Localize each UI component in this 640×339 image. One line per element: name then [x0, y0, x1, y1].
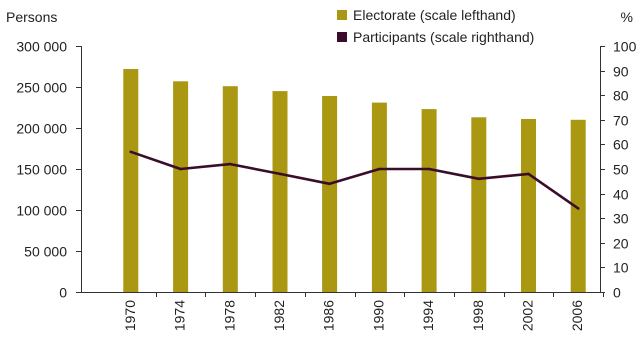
point-participants: [229, 162, 232, 166]
x-axis-tick-label: 1974: [172, 300, 188, 331]
right-axis: 0 10 20 30 40 50 60 70 80 90 100: [600, 39, 637, 301]
left-axis-tick-label: 250 000: [16, 80, 67, 96]
bar-electorate: [322, 96, 338, 292]
participants-line-layer: [129, 150, 580, 210]
x-axis-tick-label: 1982: [271, 300, 287, 331]
right-axis-tick-label: 40: [613, 187, 629, 203]
right-axis-tick-label: 70: [613, 113, 629, 129]
legend: Electorate (scale lefthand) Participants…: [337, 7, 534, 45]
point-participants: [378, 167, 381, 171]
legend-swatch-participants: [337, 32, 347, 42]
bar-electorate: [471, 117, 487, 292]
x-axis-tick-label: 1994: [420, 300, 436, 331]
left-axis: 0 50 000 100 000 150 000 200 000 250 000 300 0…: [16, 39, 82, 301]
right-axis-tick-label: 60: [613, 137, 629, 153]
left-axis-label: Persons: [6, 9, 57, 25]
x-axis-tick-label: 1970: [122, 300, 138, 331]
legend-label-participants: Participants (scale righthand): [353, 29, 534, 45]
right-axis-tick-label: 20: [613, 236, 629, 252]
point-participants: [477, 177, 481, 181]
bar-electorate: [123, 69, 139, 292]
bar-electorate: [222, 86, 238, 292]
right-axis-tick-label: 10: [613, 260, 629, 276]
right-axis-tick-label: 100: [613, 39, 637, 55]
series-line-participants: [129, 150, 580, 210]
x-axis-tick-label: 1986: [321, 300, 337, 331]
point-participants: [328, 182, 331, 186]
left-axis-tick-label: 0: [59, 285, 67, 301]
right-axis-tick-label: 80: [613, 88, 629, 104]
bar-electorate: [371, 102, 387, 292]
left-axis-tick-label: 300 000: [16, 39, 67, 55]
x-axis-tick-label: 1990: [370, 300, 386, 331]
point-participants: [427, 167, 431, 171]
legend-swatch-electorate: [337, 10, 347, 20]
left-axis-tick-label: 200 000: [16, 121, 67, 137]
bar-electorate: [570, 119, 586, 292]
bars: [123, 69, 586, 292]
x-axis: 1970 1974 1978 1982 1986 1990 1994 1998 2002 2006: [81, 292, 604, 331]
point-participants: [129, 150, 133, 154]
left-axis-tick-label: 100 000: [16, 203, 67, 219]
left-axis-tick-label: 150 000: [16, 162, 67, 178]
bar-electorate: [173, 81, 189, 292]
x-axis-tick-label: 1978: [221, 300, 237, 331]
x-axis-tick-label: 1998: [470, 300, 486, 331]
bar-electorate: [421, 109, 437, 292]
right-axis-tick-label: 0: [613, 285, 621, 301]
right-axis-tick-label: 30: [613, 211, 629, 227]
right-axis-label: %: [621, 9, 633, 25]
bar-electorate: [521, 119, 536, 292]
left-axis-tick-label: 50 000: [24, 244, 67, 260]
bar-electorate: [272, 91, 288, 292]
point-participants: [278, 172, 282, 176]
right-axis-tick-label: 90: [613, 64, 629, 80]
legend-label-electorate: Electorate (scale lefthand): [353, 7, 516, 23]
right-axis-tick-label: 50: [613, 162, 629, 178]
point-participants: [527, 172, 530, 176]
point-participants: [576, 207, 580, 210]
point-participants: [179, 167, 182, 171]
x-axis-tick-label: 2006: [569, 300, 585, 331]
x-axis-tick-label: 2002: [519, 300, 535, 331]
